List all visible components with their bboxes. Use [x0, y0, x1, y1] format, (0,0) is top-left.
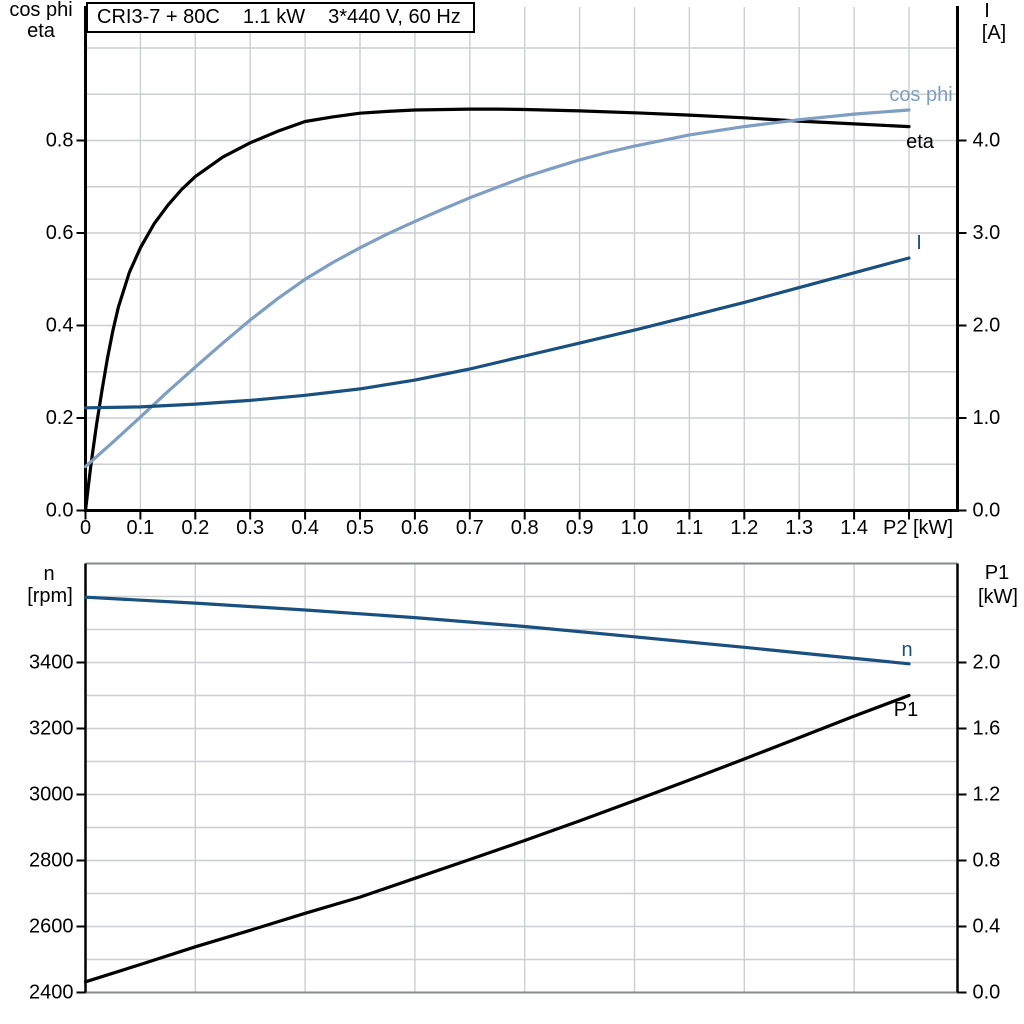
- motor-top-x-tick-label: 0.4: [291, 517, 319, 539]
- eta-curve-label: eta: [906, 131, 935, 153]
- motor-top-x-tick-label: 1.1: [675, 517, 703, 539]
- power-in-curve-label: P1: [894, 699, 918, 721]
- motor-top-x-tick-label: 0: [80, 517, 91, 539]
- motor-top-curve-i: [83, 256, 911, 410]
- motor-top-x-tick-label: 1.2: [730, 517, 758, 539]
- bottom-left-axis-label-line2: [rpm]: [27, 585, 73, 607]
- motor-top-left-tick-label: 0.0: [46, 500, 74, 522]
- top-left-axis-label-line2: eta: [27, 20, 56, 42]
- title-pump-model: CRI3-7 + 80C: [97, 6, 220, 28]
- motor-top-x-tick-label: 0.9: [566, 517, 594, 539]
- motor-bottom-curve-p1: [83, 693, 911, 984]
- bottom-right-axis-label-line2: [kW]: [978, 586, 1018, 608]
- motor-bottom-right-tick-label: 0.0: [973, 982, 1001, 1004]
- speed-curve-label: n: [901, 639, 912, 661]
- motor-top-x-tick-label: 0.6: [401, 517, 429, 539]
- motor-top-right-tick-label: 2.0: [973, 315, 1001, 337]
- motor-bottom-left-tick-label: 3400: [29, 652, 74, 674]
- top-left-axis-label-line1: cos phi: [9, 0, 72, 21]
- motor-top-curve-eta: [83, 107, 911, 513]
- motor-top-left-tick-label: 0.8: [46, 130, 74, 152]
- motor-bottom-right-tick-label: 1.6: [973, 718, 1001, 740]
- x-axis-title: P2 [kW]: [883, 517, 953, 539]
- motor-bottom-curve-n: [83, 595, 911, 666]
- bottom-left-axis-label-line1: n: [43, 563, 54, 585]
- motor-top-left-tick-label: 0.6: [46, 222, 74, 244]
- motor-bottom-left-tick-label: 2800: [29, 850, 74, 872]
- motor-bottom-right-tick-label: 0.4: [973, 916, 1001, 938]
- current-curve-label: I: [916, 232, 922, 254]
- top-right-axis-label-line1: I: [984, 0, 990, 22]
- motor-top-x-tick-label: 0.8: [511, 517, 539, 539]
- motor-top-x-tick-label: 0.1: [126, 517, 154, 539]
- motor-top-curve-cos-phi: [83, 108, 911, 469]
- bottom-right-axis-label-line1: P1: [985, 562, 1009, 584]
- chart-title-box: CRI3-7 + 80C 1.1 kW 3*440 V, 60 Hz: [86, 2, 475, 33]
- motor-top-x-tick-label: 1.0: [621, 517, 649, 539]
- title-supply: 3*440 V, 60 Hz: [328, 6, 461, 28]
- motor-top-right-tick-label: 1.0: [973, 407, 1001, 429]
- motor-bottom-left-tick-label: 2600: [29, 916, 74, 938]
- cos-phi-curve-label: cos phi: [889, 84, 952, 106]
- motor-top-left-tick-label: 0.4: [46, 315, 74, 337]
- motor-top-right-tick-label: 0.0: [973, 500, 1001, 522]
- motor-top-x-tick-label: 0.7: [456, 517, 484, 539]
- motor-top-right-tick-label: 4.0: [973, 130, 1001, 152]
- motor-top-x-tick-label: 1.3: [785, 517, 813, 539]
- motor-top-x-tick-label: 0.3: [236, 517, 264, 539]
- motor-top-right-tick-label: 3.0: [973, 222, 1001, 244]
- motor-bottom-right-tick-label: 1.2: [973, 784, 1001, 806]
- motor-top-x-tick-label: 0.5: [346, 517, 374, 539]
- top-right-axis-label-line2: [A]: [982, 22, 1006, 44]
- motor-bottom-right-tick-label: 0.8: [973, 850, 1001, 872]
- title-rated-power: 1.1 kW: [242, 6, 306, 28]
- motor-bottom-left-tick-label: 3000: [29, 784, 74, 806]
- motor-bottom-left-tick-label: 3200: [29, 718, 74, 740]
- motor-top-left-tick-label: 0.2: [46, 407, 74, 429]
- motor-bottom-left-tick-label: 2400: [29, 982, 74, 1004]
- motor-bottom-right-tick-label: 2.0: [973, 652, 1001, 674]
- motor-top-x-tick-label: 1.4: [840, 517, 868, 539]
- motor-top-x-tick-label: 0.2: [181, 517, 209, 539]
